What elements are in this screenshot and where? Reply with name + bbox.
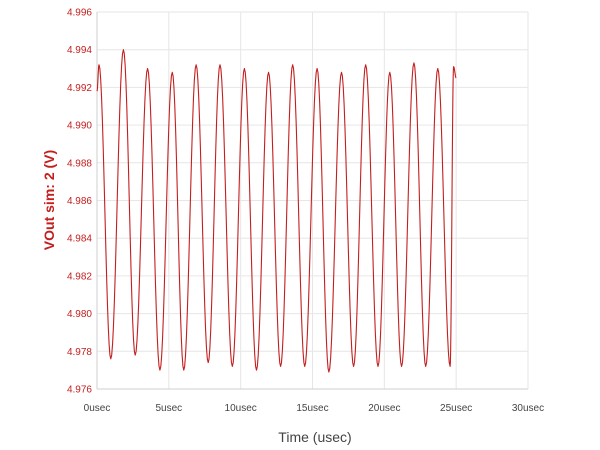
y-tick-label: 4.980	[67, 309, 92, 320]
y-tick-label: 4.994	[67, 45, 92, 56]
y-tick-label: 4.982	[67, 271, 92, 282]
y-tick-label: 4.976	[67, 385, 92, 396]
y-tick-label: 4.978	[67, 347, 92, 358]
x-tick-label: 15usec	[296, 403, 328, 414]
x-tick-label: 20usec	[368, 403, 400, 414]
series-line	[96, 49, 457, 373]
x-tick-label: 0usec	[84, 403, 111, 414]
x-tick-label: 5usec	[155, 403, 182, 414]
y-tick-label: 4.988	[67, 158, 92, 169]
y-tick-label: 4.996	[67, 8, 92, 19]
y-tick-label: 4.984	[67, 234, 92, 245]
x-axis-label: Time (usec)	[278, 429, 351, 445]
x-tick-label: 25usec	[440, 403, 472, 414]
x-tick-label: 10usec	[225, 403, 257, 414]
y-tick-label: 4.992	[67, 83, 92, 94]
axes	[96, 12, 528, 390]
y-axis-label: VOut sim: 2 (V)	[41, 150, 57, 250]
y-tick-label: 4.986	[67, 196, 92, 207]
grid	[97, 11, 529, 389]
x-tick-label: 30usec	[512, 403, 544, 414]
y-tick-label: 4.990	[67, 121, 92, 132]
tick-labels: 4.996 4.994 4.992 4.990 4.988 4.986 4.984 4.982…	[67, 8, 544, 415]
series-layer	[96, 49, 457, 373]
